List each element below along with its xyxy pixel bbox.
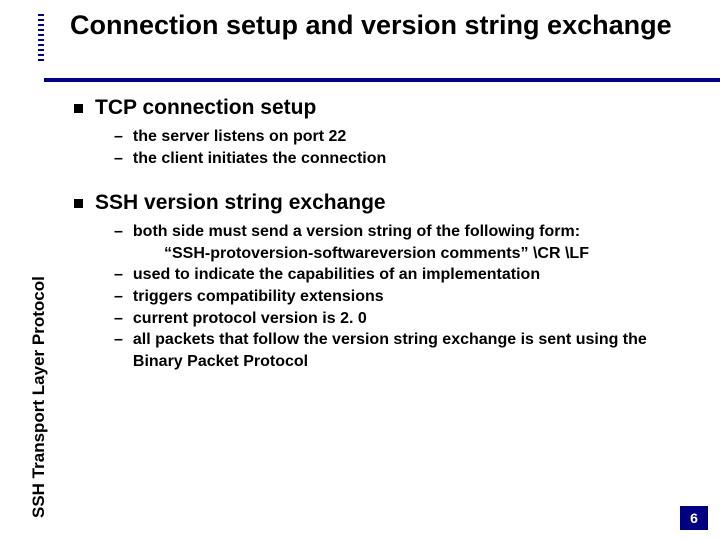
page-number: 6 [680, 506, 708, 530]
square-bullet-icon [74, 104, 83, 113]
bullet-item: – both side must send a version string o… [114, 221, 694, 243]
bullet-item: – all packets that follow the version st… [114, 329, 694, 372]
bullet-text: both side must send a version string of … [133, 221, 694, 243]
sidebar-label: SSH Transport Layer Protocol [29, 258, 49, 518]
bullet-item: – used to indicate the capabilities of a… [114, 264, 694, 286]
dash-icon: – [114, 221, 123, 243]
sub-bullet-text: “SSH-protoversion-softwareversion commen… [164, 243, 694, 265]
bullet-item: – the client initiates the connection [114, 148, 694, 170]
bullet-text: the server listens on port 22 [133, 126, 694, 148]
tick-marks [38, 14, 48, 64]
left-rail: SSH Transport Layer Protocol [0, 0, 48, 540]
section-heading: TCP connection setup [74, 96, 694, 120]
title-underline [44, 78, 720, 82]
section-heading: SSH version string exchange [74, 191, 694, 215]
bullet-item: – triggers compatibility extensions [114, 286, 694, 308]
bullet-item: – the server listens on port 22 [114, 126, 694, 148]
square-bullet-icon [74, 199, 83, 208]
dash-icon: – [114, 286, 123, 308]
bullet-text: the client initiates the connection [133, 148, 694, 170]
section-heading-text: TCP connection setup [95, 96, 316, 120]
dash-icon: – [114, 308, 123, 330]
slide-title: Connection setup and version string exch… [70, 10, 690, 41]
dash-icon: – [114, 148, 123, 170]
bullet-text: used to indicate the capabilities of an … [133, 264, 694, 286]
bullet-text: current protocol version is 2. 0 [133, 308, 694, 330]
title-block: Connection setup and version string exch… [70, 10, 690, 41]
dash-icon: – [114, 264, 123, 286]
bullet-text: triggers compatibility extensions [133, 286, 694, 308]
slide: SSH Transport Layer Protocol Connection … [0, 0, 720, 540]
dash-icon: – [114, 126, 123, 148]
bullet-item: – current protocol version is 2. 0 [114, 308, 694, 330]
content-area: TCP connection setup – the server listen… [74, 96, 694, 372]
bullet-text: all packets that follow the version stri… [133, 329, 694, 372]
section-heading-text: SSH version string exchange [95, 191, 386, 215]
dash-icon: – [114, 329, 123, 351]
